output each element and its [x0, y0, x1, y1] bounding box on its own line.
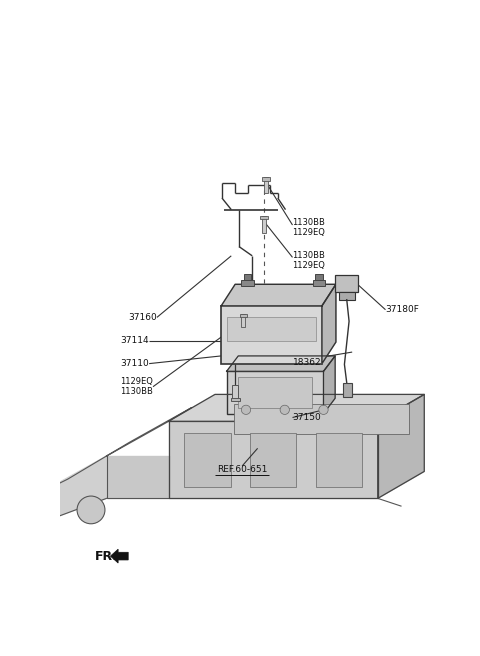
Text: 1130BB: 1130BB	[292, 251, 325, 260]
Text: 37114: 37114	[120, 336, 149, 345]
Text: 37110: 37110	[120, 359, 149, 368]
Polygon shape	[378, 394, 424, 499]
Bar	[234, 403, 409, 434]
Polygon shape	[168, 421, 378, 499]
Bar	[264, 177, 268, 193]
Polygon shape	[322, 284, 336, 363]
Polygon shape	[168, 394, 424, 421]
Bar	[244, 274, 252, 279]
Text: 37160: 37160	[128, 313, 157, 322]
Text: 37150: 37150	[292, 413, 321, 422]
Bar	[232, 385, 238, 399]
Text: 1130BB: 1130BB	[120, 387, 153, 396]
Polygon shape	[107, 456, 168, 499]
Bar	[343, 383, 352, 397]
Circle shape	[241, 405, 251, 415]
Polygon shape	[324, 356, 335, 414]
Text: 1129EQ: 1129EQ	[292, 228, 325, 237]
Bar	[241, 314, 245, 327]
Polygon shape	[227, 356, 335, 371]
Text: 1129EQ: 1129EQ	[120, 377, 153, 386]
Polygon shape	[221, 284, 336, 306]
Circle shape	[319, 405, 328, 415]
Polygon shape	[110, 549, 128, 563]
Bar	[250, 433, 296, 487]
Bar	[241, 279, 254, 286]
Bar	[262, 177, 270, 181]
Bar	[228, 318, 316, 340]
Text: 1130BB: 1130BB	[292, 218, 325, 227]
Bar	[315, 274, 323, 279]
Text: REF.60-651: REF.60-651	[217, 465, 267, 474]
Bar	[238, 377, 312, 407]
Text: 37180F: 37180F	[385, 305, 420, 314]
Circle shape	[280, 405, 289, 415]
Bar	[227, 371, 324, 414]
Bar	[312, 279, 325, 286]
Circle shape	[77, 496, 105, 523]
Bar	[339, 292, 355, 300]
Bar	[230, 398, 240, 401]
Text: 18362: 18362	[292, 358, 321, 367]
Bar	[335, 275, 359, 292]
Bar	[260, 216, 268, 219]
Bar	[316, 433, 362, 487]
Text: FR.: FR.	[95, 550, 118, 563]
Bar	[240, 314, 247, 317]
Polygon shape	[45, 456, 107, 522]
Bar	[184, 433, 230, 487]
Polygon shape	[107, 407, 192, 456]
Text: 1129EQ: 1129EQ	[292, 260, 325, 270]
Bar	[221, 306, 322, 363]
Bar	[262, 216, 266, 233]
